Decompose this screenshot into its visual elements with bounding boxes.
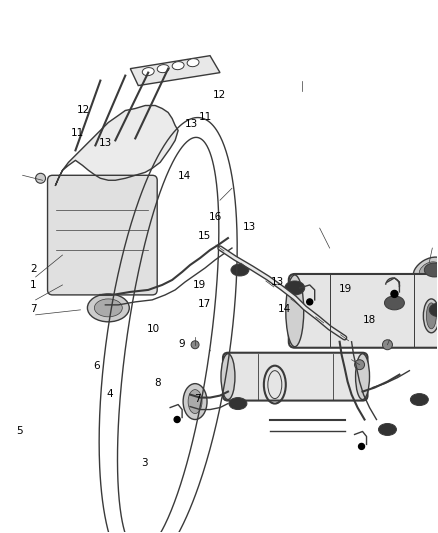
Circle shape [174,416,180,423]
Text: 1: 1 [30,280,37,290]
Circle shape [307,299,313,305]
Ellipse shape [95,299,122,317]
Ellipse shape [221,354,235,400]
Ellipse shape [286,275,304,347]
Circle shape [191,341,199,349]
Ellipse shape [172,62,184,70]
Ellipse shape [229,398,247,409]
Text: 17: 17 [198,298,211,309]
Circle shape [391,290,398,297]
Ellipse shape [424,299,438,333]
Text: 13: 13 [185,119,198,129]
Circle shape [359,443,364,449]
Polygon shape [56,106,178,185]
Text: 13: 13 [270,278,284,287]
Ellipse shape [157,64,169,72]
Text: 8: 8 [155,378,161,389]
Ellipse shape [188,390,202,414]
Ellipse shape [429,303,438,317]
Text: 13: 13 [99,138,112,148]
Ellipse shape [231,264,249,276]
Text: 6: 6 [93,361,100,372]
Ellipse shape [425,264,438,276]
Circle shape [355,360,364,370]
Text: 13: 13 [243,222,256,232]
Text: 15: 15 [198,231,211,241]
Text: 10: 10 [147,324,160,334]
Ellipse shape [183,384,207,419]
Ellipse shape [413,257,438,283]
Ellipse shape [426,303,436,329]
Ellipse shape [187,59,199,67]
Circle shape [35,173,46,183]
Text: 19: 19 [339,284,352,294]
Text: 12: 12 [212,91,226,100]
Text: 9: 9 [179,338,185,349]
Text: 14: 14 [278,304,291,314]
Text: 16: 16 [209,212,222,222]
Ellipse shape [385,296,404,310]
Text: 7: 7 [30,304,37,314]
Ellipse shape [88,294,129,322]
Ellipse shape [356,354,370,400]
Text: 5: 5 [16,426,22,436]
FancyBboxPatch shape [223,353,367,401]
Text: 12: 12 [77,105,90,115]
FancyBboxPatch shape [289,274,438,348]
Text: 18: 18 [363,314,376,325]
Circle shape [382,340,392,350]
Text: 3: 3 [141,458,148,468]
Polygon shape [130,55,220,86]
Text: 19: 19 [193,280,206,290]
Text: 11: 11 [199,112,212,122]
Text: 11: 11 [71,127,84,138]
Ellipse shape [285,281,305,295]
FancyBboxPatch shape [48,175,157,295]
Text: 14: 14 [177,171,191,181]
Text: 4: 4 [106,389,113,399]
Text: 2: 2 [30,264,37,274]
Ellipse shape [378,424,396,435]
Ellipse shape [419,262,438,278]
Text: 7: 7 [194,394,201,405]
Ellipse shape [424,263,438,277]
Ellipse shape [142,68,154,76]
Ellipse shape [410,393,428,406]
